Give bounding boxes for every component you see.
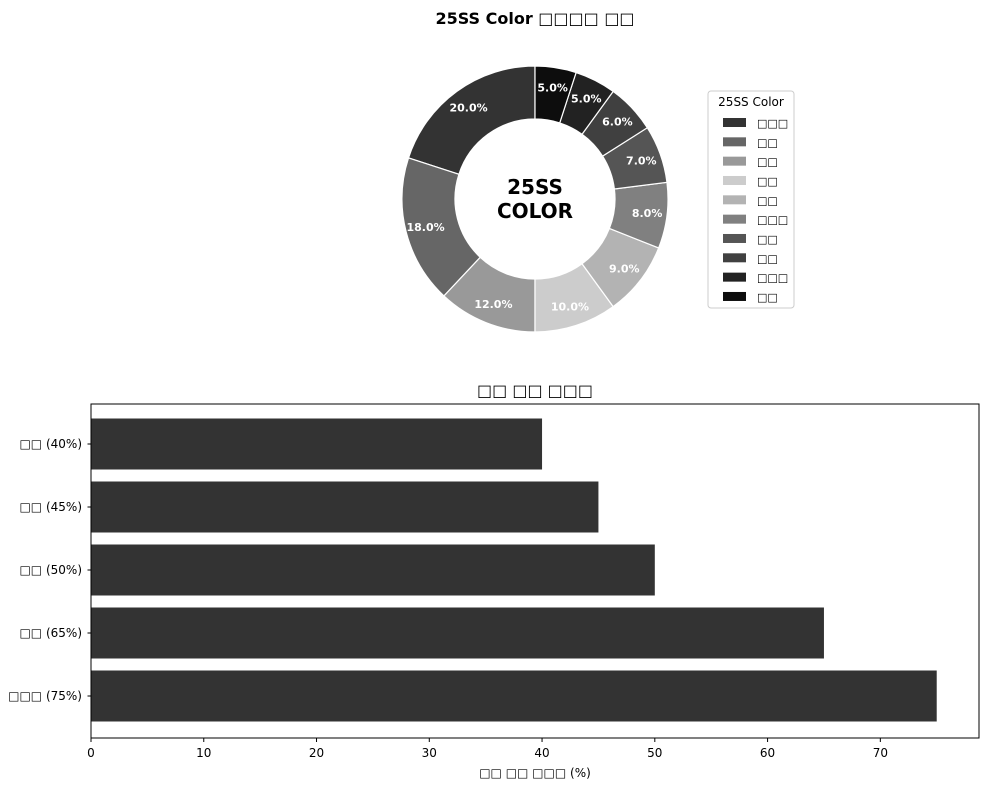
legend-entry-label: □□ [757, 291, 778, 304]
slice-value-label: 7.0% [626, 155, 657, 168]
legend-swatch [723, 195, 746, 205]
slice-value-label: 5.0% [571, 92, 602, 105]
y-tick-label: □□ (50%) [19, 563, 82, 577]
donut-center-label-line1: 25SS [507, 175, 563, 199]
slice-value-label: 6.0% [602, 116, 633, 129]
legend-entry-label: □□□ [757, 117, 788, 130]
legend-swatch [723, 137, 746, 147]
slice-value-label: 8.0% [632, 207, 663, 220]
bar [91, 544, 655, 596]
slice-value-label: 12.0% [474, 298, 512, 311]
legend-title: 25SS Color [718, 95, 784, 109]
slice-value-label: 20.0% [449, 102, 487, 115]
x-tick-label: 10 [196, 746, 211, 760]
slice-value-label: 5.0% [537, 81, 568, 94]
legend-entry-label: □□ [757, 156, 778, 169]
x-axis: 0 10 20 30 40 50 60 70 [87, 738, 888, 760]
legend-swatch [723, 233, 746, 243]
bar-chart [91, 418, 937, 722]
legend-swatch [723, 253, 746, 263]
legend-entry-label: □□ [757, 136, 778, 149]
x-tick-label: 40 [534, 746, 549, 760]
y-tick-label: □□□ (75%) [8, 689, 82, 703]
x-axis-label: □□ □□ □□□ (%) [479, 766, 591, 780]
bar [91, 607, 824, 659]
bar-plot-frame [90, 403, 980, 739]
donut-slice [407, 65, 536, 176]
x-tick-label: 20 [309, 746, 324, 760]
donut-legend: 25SS Color □□□□□□□□□□□□□□□□□□□□□□□ [707, 90, 795, 309]
legend-entry-label: □□ [757, 252, 778, 265]
slice-value-label: 10.0% [551, 300, 589, 313]
bar [91, 418, 543, 470]
legend-swatch [723, 272, 746, 282]
x-tick-label: 30 [422, 746, 437, 760]
y-tick-label: □□ (40%) [19, 437, 82, 451]
legend-entry-label: □□ [757, 175, 778, 188]
legend-entry-label: □□ [757, 194, 778, 207]
legend-entry-label: □□□ [757, 214, 788, 227]
legend-entry-label: □□ [757, 233, 778, 246]
donut-slice [534, 65, 577, 124]
bar [91, 670, 937, 722]
bar-chart-title: □□ □□ □□□ [477, 381, 593, 400]
x-tick-label: 0 [87, 746, 95, 760]
slice-value-label: 9.0% [609, 262, 640, 275]
legend-swatch [723, 175, 746, 185]
legend-entry-label: □□□ [757, 272, 788, 285]
x-tick-label: 70 [873, 746, 888, 760]
legend-swatch [723, 118, 746, 127]
legend-swatch [723, 291, 746, 301]
x-tick-label: 60 [760, 746, 775, 760]
y-tick-label: □□ (65%) [19, 626, 82, 640]
y-axis: □□□ (75%) □□ (65%) □□ (50%) □□ (45%) □□ (40%… [8, 437, 91, 703]
donut-center-label-line2: COLOR [497, 199, 573, 223]
x-tick-label: 50 [647, 746, 662, 760]
legend-swatch [723, 156, 746, 166]
bar [91, 481, 599, 533]
donut-chart-title: 25SS Color □□□□ □□ [435, 9, 634, 28]
donut-chart: 20.0%18.0%12.0% 10.0%9.0%8.0%7.0%6.0%5.0%… [401, 65, 669, 333]
y-tick-label: □□ (45%) [19, 500, 82, 514]
slice-value-label: 18.0% [406, 221, 444, 234]
legend-swatch [723, 214, 746, 224]
